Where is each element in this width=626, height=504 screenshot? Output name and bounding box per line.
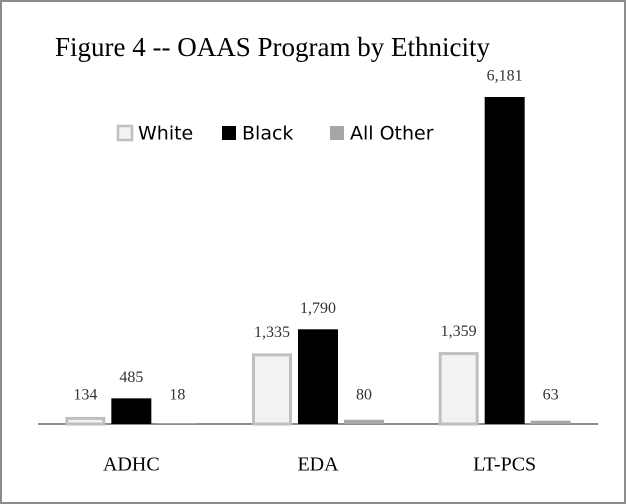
legend-label: Black [242, 123, 293, 145]
legend-label: All Other [350, 123, 434, 145]
bar [530, 420, 571, 424]
chart-title: Figure 4 -- OAAS Program by Ethnicity [55, 32, 490, 62]
legend-label: White [138, 123, 193, 145]
legend-swatch [222, 126, 236, 140]
value-label: 18 [169, 387, 185, 404]
value-label: 1,335 [254, 324, 290, 341]
x-tick-label: LT-PCS [473, 454, 536, 476]
bar [484, 97, 525, 424]
bar [344, 419, 384, 424]
value-label: 1,790 [300, 300, 336, 317]
value-label: 134 [73, 387, 97, 404]
legend-swatch [116, 124, 134, 142]
value-label: 1,359 [441, 323, 477, 340]
legend-swatch [330, 126, 344, 140]
x-tick-label: EDA [297, 454, 339, 476]
bar [111, 398, 152, 424]
bar [65, 416, 106, 426]
value-label: 485 [119, 369, 143, 386]
x-tick-label: ADHC [103, 454, 160, 476]
bar [298, 329, 338, 424]
bar [438, 352, 479, 426]
bar [157, 423, 198, 424]
bar [252, 353, 292, 426]
value-label: 6,181 [487, 68, 523, 85]
value-label: 80 [356, 387, 372, 404]
value-label: 63 [543, 387, 559, 404]
